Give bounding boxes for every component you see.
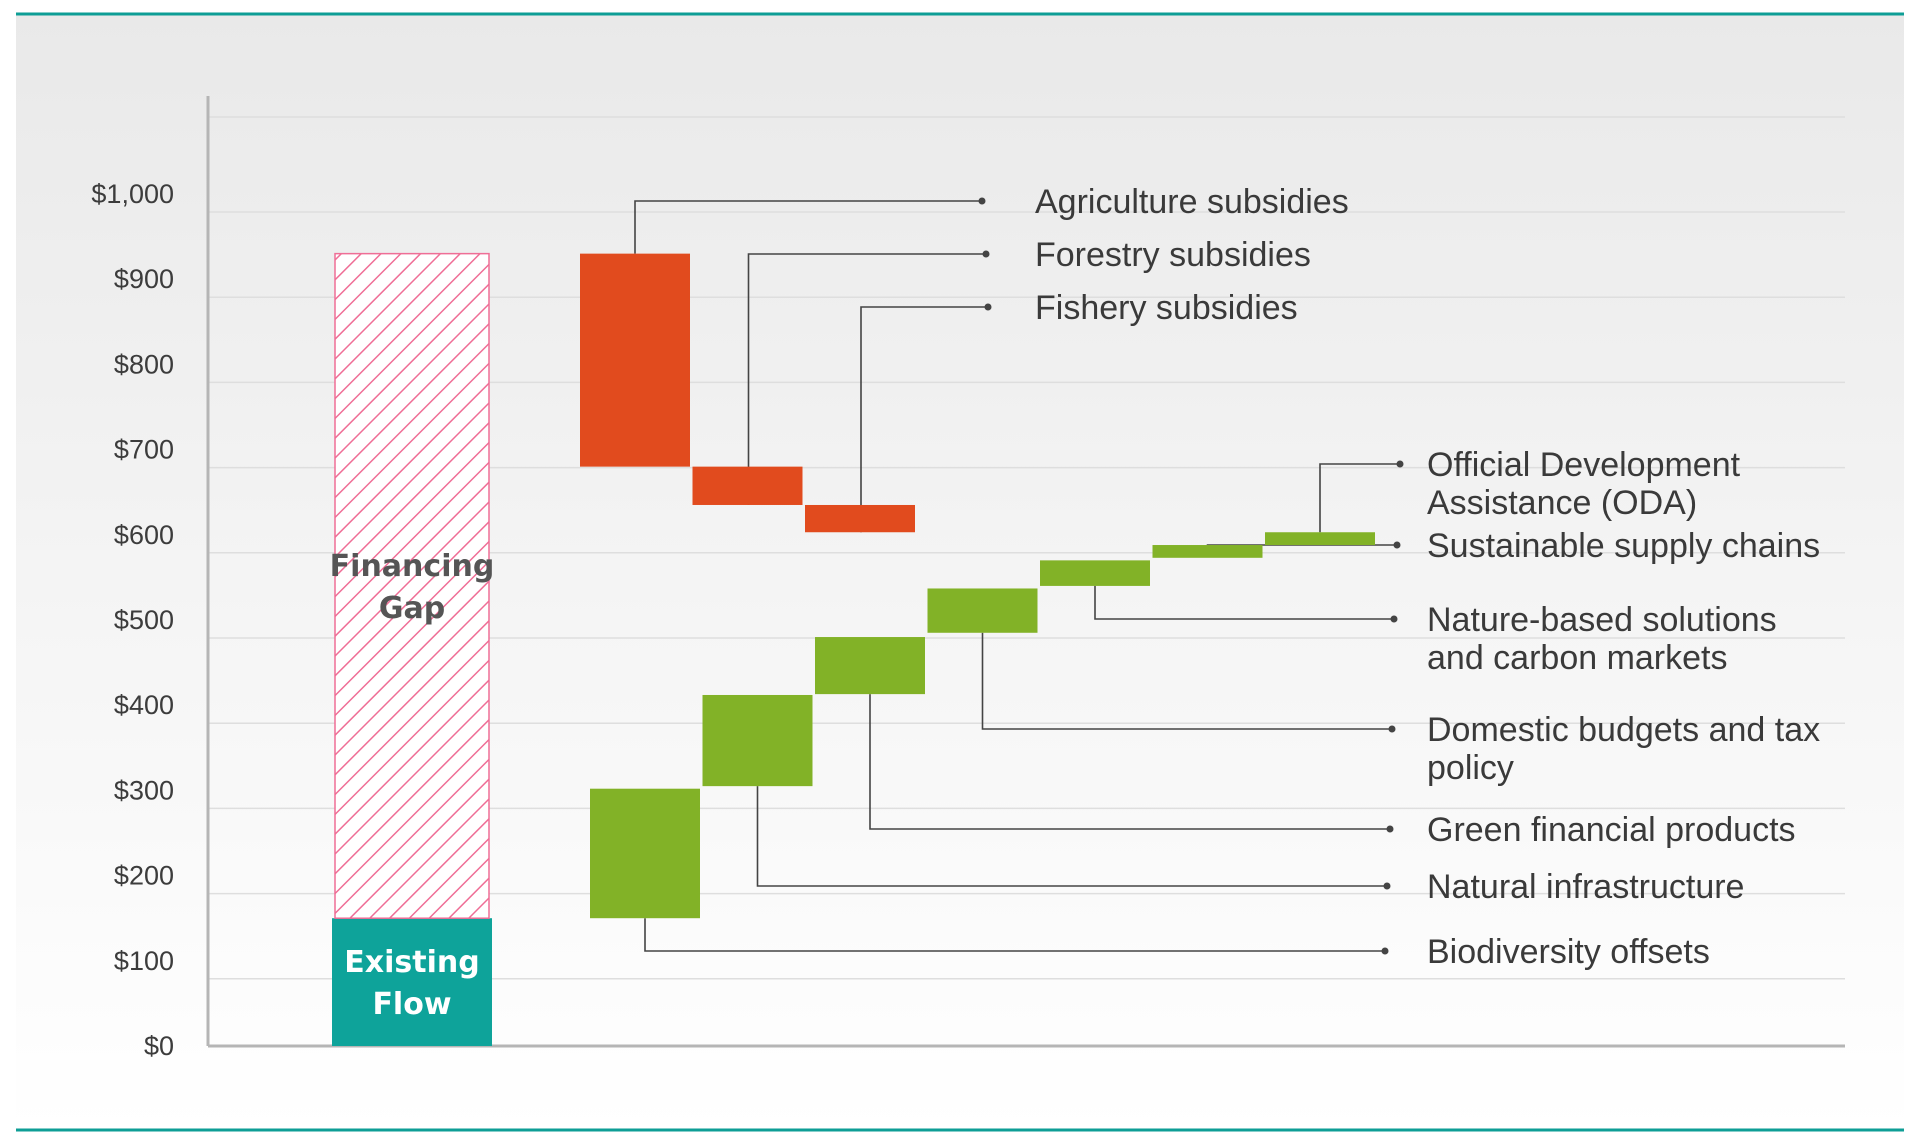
sustainable-supply-chains-bar <box>1152 545 1263 558</box>
nature-based-solutions-and-carbon-markets-leader <box>1094 585 1394 620</box>
existing-flow-label: Existing <box>344 945 479 980</box>
category-labels: Agriculture subsidies Forestry subsidies F… <box>1035 183 1820 971</box>
natural-infrastructure-label: Natural infrastructure <box>1427 868 1744 906</box>
stacked-bar: Existing Flow Financing Gap <box>330 252 495 1046</box>
y-tick-label: $300 <box>114 775 174 805</box>
official-development-assistance-oda-label: Official Development <box>1427 446 1741 484</box>
y-tick-label: $200 <box>114 861 174 891</box>
forestry-subsidies-bar <box>692 466 803 505</box>
agriculture-subsidies-leader <box>634 200 982 254</box>
sustainable-supply-chains-leader-dot <box>1393 541 1401 549</box>
green-financial-products-leader <box>869 694 1390 830</box>
green-financial-products-leader-dot <box>1386 825 1394 833</box>
nature-based-solutions-and-carbon-markets-leader-dot <box>1390 615 1398 623</box>
fishery-subsidies-leader <box>860 306 988 533</box>
forestry-subsidies-label: Forestry subsidies <box>1035 236 1311 274</box>
forestry-subsidies-leader-dot <box>982 250 990 258</box>
y-tick-label: $700 <box>114 435 174 465</box>
natural-infrastructure-leader-dot <box>1383 882 1391 890</box>
y-tick-label: $0 <box>144 1031 174 1061</box>
domestic-budgets-and-tax-policy-label: Domestic budgets and tax <box>1427 711 1820 749</box>
y-tick-label: $900 <box>114 264 174 294</box>
biodiversity-offsets-bar <box>590 788 700 919</box>
domestic-budgets-and-tax-policy-bar <box>927 588 1038 633</box>
natural-infrastructure-bar <box>702 694 813 787</box>
nature-based-solutions-and-carbon-markets-label: and carbon markets <box>1427 639 1728 677</box>
waterfall-bars <box>580 253 1375 919</box>
agriculture-subsidies-leader-dot <box>978 197 986 205</box>
official-development-assistance-oda-bar <box>1265 532 1375 546</box>
official-development-assistance-oda-leader-dot <box>1396 460 1404 468</box>
fishery-subsidies-leader-dot <box>984 303 992 311</box>
existing-flow-label: Flow <box>372 987 451 1022</box>
financing-gap-label: Gap <box>379 591 445 626</box>
domestic-budgets-and-tax-policy-label: policy <box>1427 749 1514 787</box>
financing-gap-segment <box>334 252 490 919</box>
existing-flow-segment <box>332 918 492 1046</box>
domestic-budgets-and-tax-policy-leader-dot <box>1388 725 1396 733</box>
agriculture-subsidies-bar <box>580 253 690 467</box>
y-tick-label: $100 <box>114 946 174 976</box>
green-financial-products-bar <box>815 637 925 695</box>
fishery-subsidies-label: Fishery subsidies <box>1035 289 1298 327</box>
nature-based-solutions-and-carbon-markets-label: Nature-based solutions <box>1427 601 1777 639</box>
forestry-subsidies-leader <box>747 253 986 505</box>
sustainable-supply-chains-label: Sustainable supply chains <box>1427 527 1820 565</box>
y-tick-label: $600 <box>114 520 174 550</box>
green-financial-products-label: Green financial products <box>1427 811 1796 849</box>
biodiversity-offsets-leader-dot <box>1381 947 1389 955</box>
y-axis-ticks: $0 $100 $200 $300 $400 $500 $600 $700 $800 $900 $1… <box>91 179 174 1061</box>
domestic-budgets-and-tax-policy-leader <box>981 632 1392 730</box>
y-tick-label: $500 <box>114 605 174 635</box>
official-development-assistance-oda-label: Assistance (ODA) <box>1427 484 1697 522</box>
official-development-assistance-oda-leader <box>1319 463 1400 533</box>
y-tick-label: $800 <box>114 349 174 379</box>
biodiversity-offsets-label: Biodiversity offsets <box>1427 933 1710 971</box>
agriculture-subsidies-label: Agriculture subsidies <box>1035 183 1349 221</box>
biodiversity-offsets-leader <box>644 918 1385 952</box>
fishery-subsidies-bar <box>805 504 915 533</box>
natural-infrastructure-leader <box>756 786 1387 887</box>
nature-based-solutions-and-carbon-markets-bar <box>1040 560 1150 586</box>
y-tick-label: $1,000 <box>91 179 174 209</box>
y-tick-label: $400 <box>114 690 174 720</box>
financing-gap-label: Financing <box>330 549 495 584</box>
leader-lines <box>634 197 1404 955</box>
